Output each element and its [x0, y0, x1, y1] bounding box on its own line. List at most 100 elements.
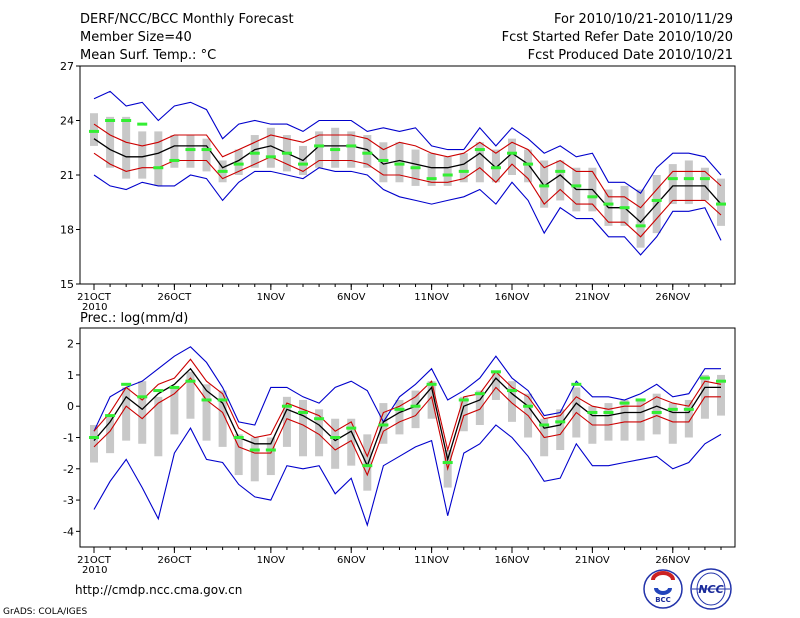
climatology-mark [346, 426, 357, 430]
spread-box [459, 153, 468, 183]
x-tick-label: 6NOV [337, 292, 366, 303]
spread-box [475, 142, 484, 183]
ensemble-mean-line [93, 367, 721, 468]
climatology-mark [137, 122, 148, 126]
spread-box [170, 387, 179, 435]
climatology-mark [281, 151, 292, 155]
climatology-mark [330, 436, 341, 439]
climatology-mark [571, 382, 582, 386]
fcst-started-label: Fcst Started Refer Date 2010/10/20 [502, 30, 733, 45]
x-tick-label: 16NOV [495, 555, 530, 566]
spread-box [717, 178, 725, 226]
figure-title: DERF/NCC/BCC Monthly Forecast [80, 12, 294, 27]
climatology-mark [362, 151, 373, 155]
climatology-mark [153, 166, 164, 170]
climatology-mark [603, 410, 614, 414]
spread-box [475, 390, 484, 425]
climatology-mark [667, 177, 678, 181]
spread-box [299, 399, 307, 457]
climatology-mark [619, 401, 630, 405]
y-tick-label: -2 [63, 463, 74, 476]
climatology-mark [442, 461, 453, 465]
climatology-mark [651, 198, 662, 202]
temperature-panel: 15 18 21 24 27 21OCT 26OCT 1NOV 6NOV 11NOV 16NOV 21… [60, 60, 736, 313]
spread-box [684, 160, 693, 205]
spread-box [170, 135, 179, 168]
spread-box [234, 434, 243, 476]
x-tick-label: 11NOV [414, 292, 449, 303]
spread-box [604, 403, 613, 441]
ensemble-max-line [93, 346, 721, 432]
y-tick-label: 15 [60, 278, 74, 291]
spread-box [540, 160, 549, 208]
spread-upper-line [93, 123, 722, 209]
climatology-mark [378, 423, 389, 427]
climatology-mark [89, 436, 99, 439]
climatology-mark [442, 173, 453, 177]
climatology-mark [298, 410, 308, 414]
spread-box [331, 127, 340, 168]
climatology-mark [201, 148, 212, 152]
ensemble-min-line [93, 424, 722, 527]
climatology-mark [89, 129, 99, 133]
ensemble-min-line [93, 167, 722, 256]
x-year-label: 2010 [82, 565, 107, 576]
climatology-mark [474, 392, 485, 396]
climatology-mark [233, 436, 244, 439]
x-tick-label: 6NOV [337, 555, 366, 566]
spread-box [620, 185, 629, 226]
climatology-mark [458, 169, 469, 173]
y-tick-label: 27 [60, 60, 74, 73]
spread-lower-line [93, 152, 722, 238]
spread-box [122, 116, 131, 179]
climatology-mark [683, 177, 694, 181]
spread-box [90, 113, 98, 146]
spread-box [508, 381, 516, 422]
spread-box [636, 399, 645, 441]
climatology-mark [426, 382, 437, 386]
spread-box [218, 390, 227, 447]
spread-box [668, 403, 677, 444]
footer-url[interactable]: http://cmdp.ncc.cma.gov.cn [75, 583, 242, 597]
member-size-label: Member Size=40 [80, 30, 192, 45]
spread-box [395, 399, 404, 435]
spread-box [154, 396, 163, 457]
spread-box [250, 437, 259, 482]
spread-box [266, 437, 275, 476]
ensemble-mean-line [93, 138, 722, 224]
climatology-mark [426, 177, 437, 181]
spread-box [411, 390, 420, 429]
y-tick-label: 1 [67, 369, 74, 382]
spread-box [315, 409, 324, 457]
spread-box [668, 164, 677, 205]
x-tick-label: 11NOV [414, 555, 449, 566]
climatology-mark [153, 389, 164, 393]
climatology-mark [105, 119, 116, 122]
spread-box [443, 156, 452, 186]
climatology-mark [555, 169, 566, 173]
climatology-mark [121, 119, 132, 122]
y-tick-label: -4 [63, 525, 74, 538]
spread-box [202, 384, 211, 441]
climatology-mark [185, 379, 196, 383]
climatology-mark [507, 389, 517, 393]
spread-box [186, 135, 195, 168]
climatology-mark [121, 382, 132, 386]
ncc-logo: NCC [690, 568, 732, 610]
climatology-mark [265, 448, 276, 452]
climatology-mark [587, 195, 598, 199]
spread-box [363, 135, 372, 168]
climatology-mark [217, 398, 228, 402]
spread-box [234, 149, 243, 175]
climatology-mark [410, 404, 421, 408]
bcc-logo-text: BCC [655, 596, 671, 604]
spread-box [556, 409, 565, 451]
climatology-mark [555, 420, 566, 424]
spread-box [266, 127, 275, 168]
climatology-mark [249, 448, 260, 452]
spread-box [700, 167, 709, 201]
forecast-period-label: For 2010/10/21-2010/11/29 [554, 12, 733, 27]
climatology-mark [410, 166, 421, 170]
climatology-mark [394, 407, 405, 411]
bottom-panel-variable-label: Prec.: log(mm/d) [80, 311, 188, 326]
